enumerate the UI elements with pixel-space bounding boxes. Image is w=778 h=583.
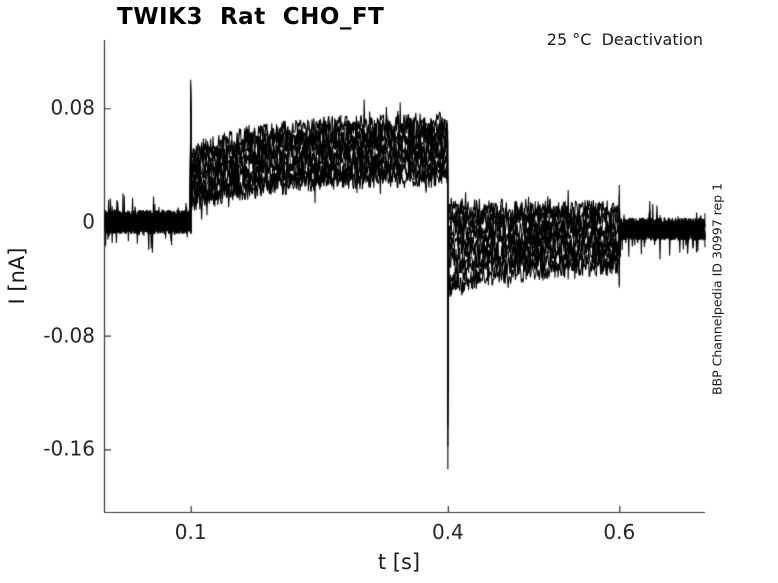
- y-tick-label: -0.08: [43, 323, 95, 348]
- watermark-label: BBP Channelpedia ID 30997 rep 1: [709, 182, 725, 396]
- x-tick-label: 0.6: [603, 520, 636, 544]
- x-tick-label: 0.1: [174, 520, 207, 544]
- y-tick-label: 0: [82, 209, 95, 234]
- x-axis-label: t [s]: [377, 550, 421, 574]
- y-tick-label: 0.08: [50, 95, 95, 120]
- y-axis-label: I [nA]: [5, 247, 29, 305]
- chart-title: TWIK3 Rat CHO_FT: [117, 4, 385, 30]
- x-tick-label: 0.4: [431, 520, 464, 544]
- y-tick-label: -0.16: [43, 436, 95, 461]
- condition-annotation: 25 °C Deactivation: [546, 30, 703, 49]
